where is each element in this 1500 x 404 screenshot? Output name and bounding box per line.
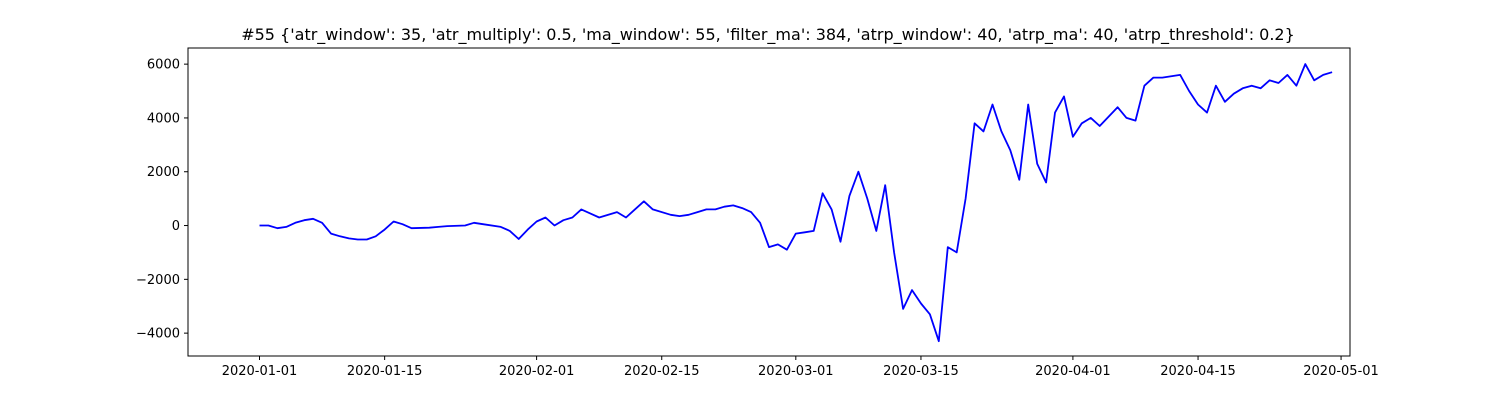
x-tick-label: 2020-01-15 (347, 364, 423, 379)
x-tick-label: 2020-04-15 (1160, 364, 1236, 379)
x-tick-label: 2020-03-15 (883, 364, 959, 379)
series-line-0 (259, 63, 1333, 343)
chart-title: #55 {'atr_window': 35, 'atr_multiply': 0… (241, 25, 1295, 45)
x-tick-label: 2020-03-01 (758, 364, 834, 379)
x-tick-label: 2020-02-15 (624, 364, 700, 379)
plot-frame (187, 47, 1351, 357)
x-tick-label: 2020-02-01 (499, 364, 575, 379)
y-tick-label: 6000 (147, 58, 180, 73)
y-tick-label: 0 (172, 219, 180, 234)
x-tick-label: 2020-05-01 (1303, 364, 1379, 379)
y-tick-label: −4000 (136, 327, 180, 342)
plot-area: 2020-01-01 2020-01-15 2020-02-01 2020-02-15… (136, 47, 1379, 379)
y-tick-label: 2000 (147, 165, 180, 180)
x-tick-label: 2020-01-01 (222, 364, 298, 379)
x-tick-label: 2020-04-01 (1035, 364, 1111, 379)
y-tick-label: −2000 (136, 273, 180, 288)
y-tick-label: 4000 (147, 111, 180, 126)
